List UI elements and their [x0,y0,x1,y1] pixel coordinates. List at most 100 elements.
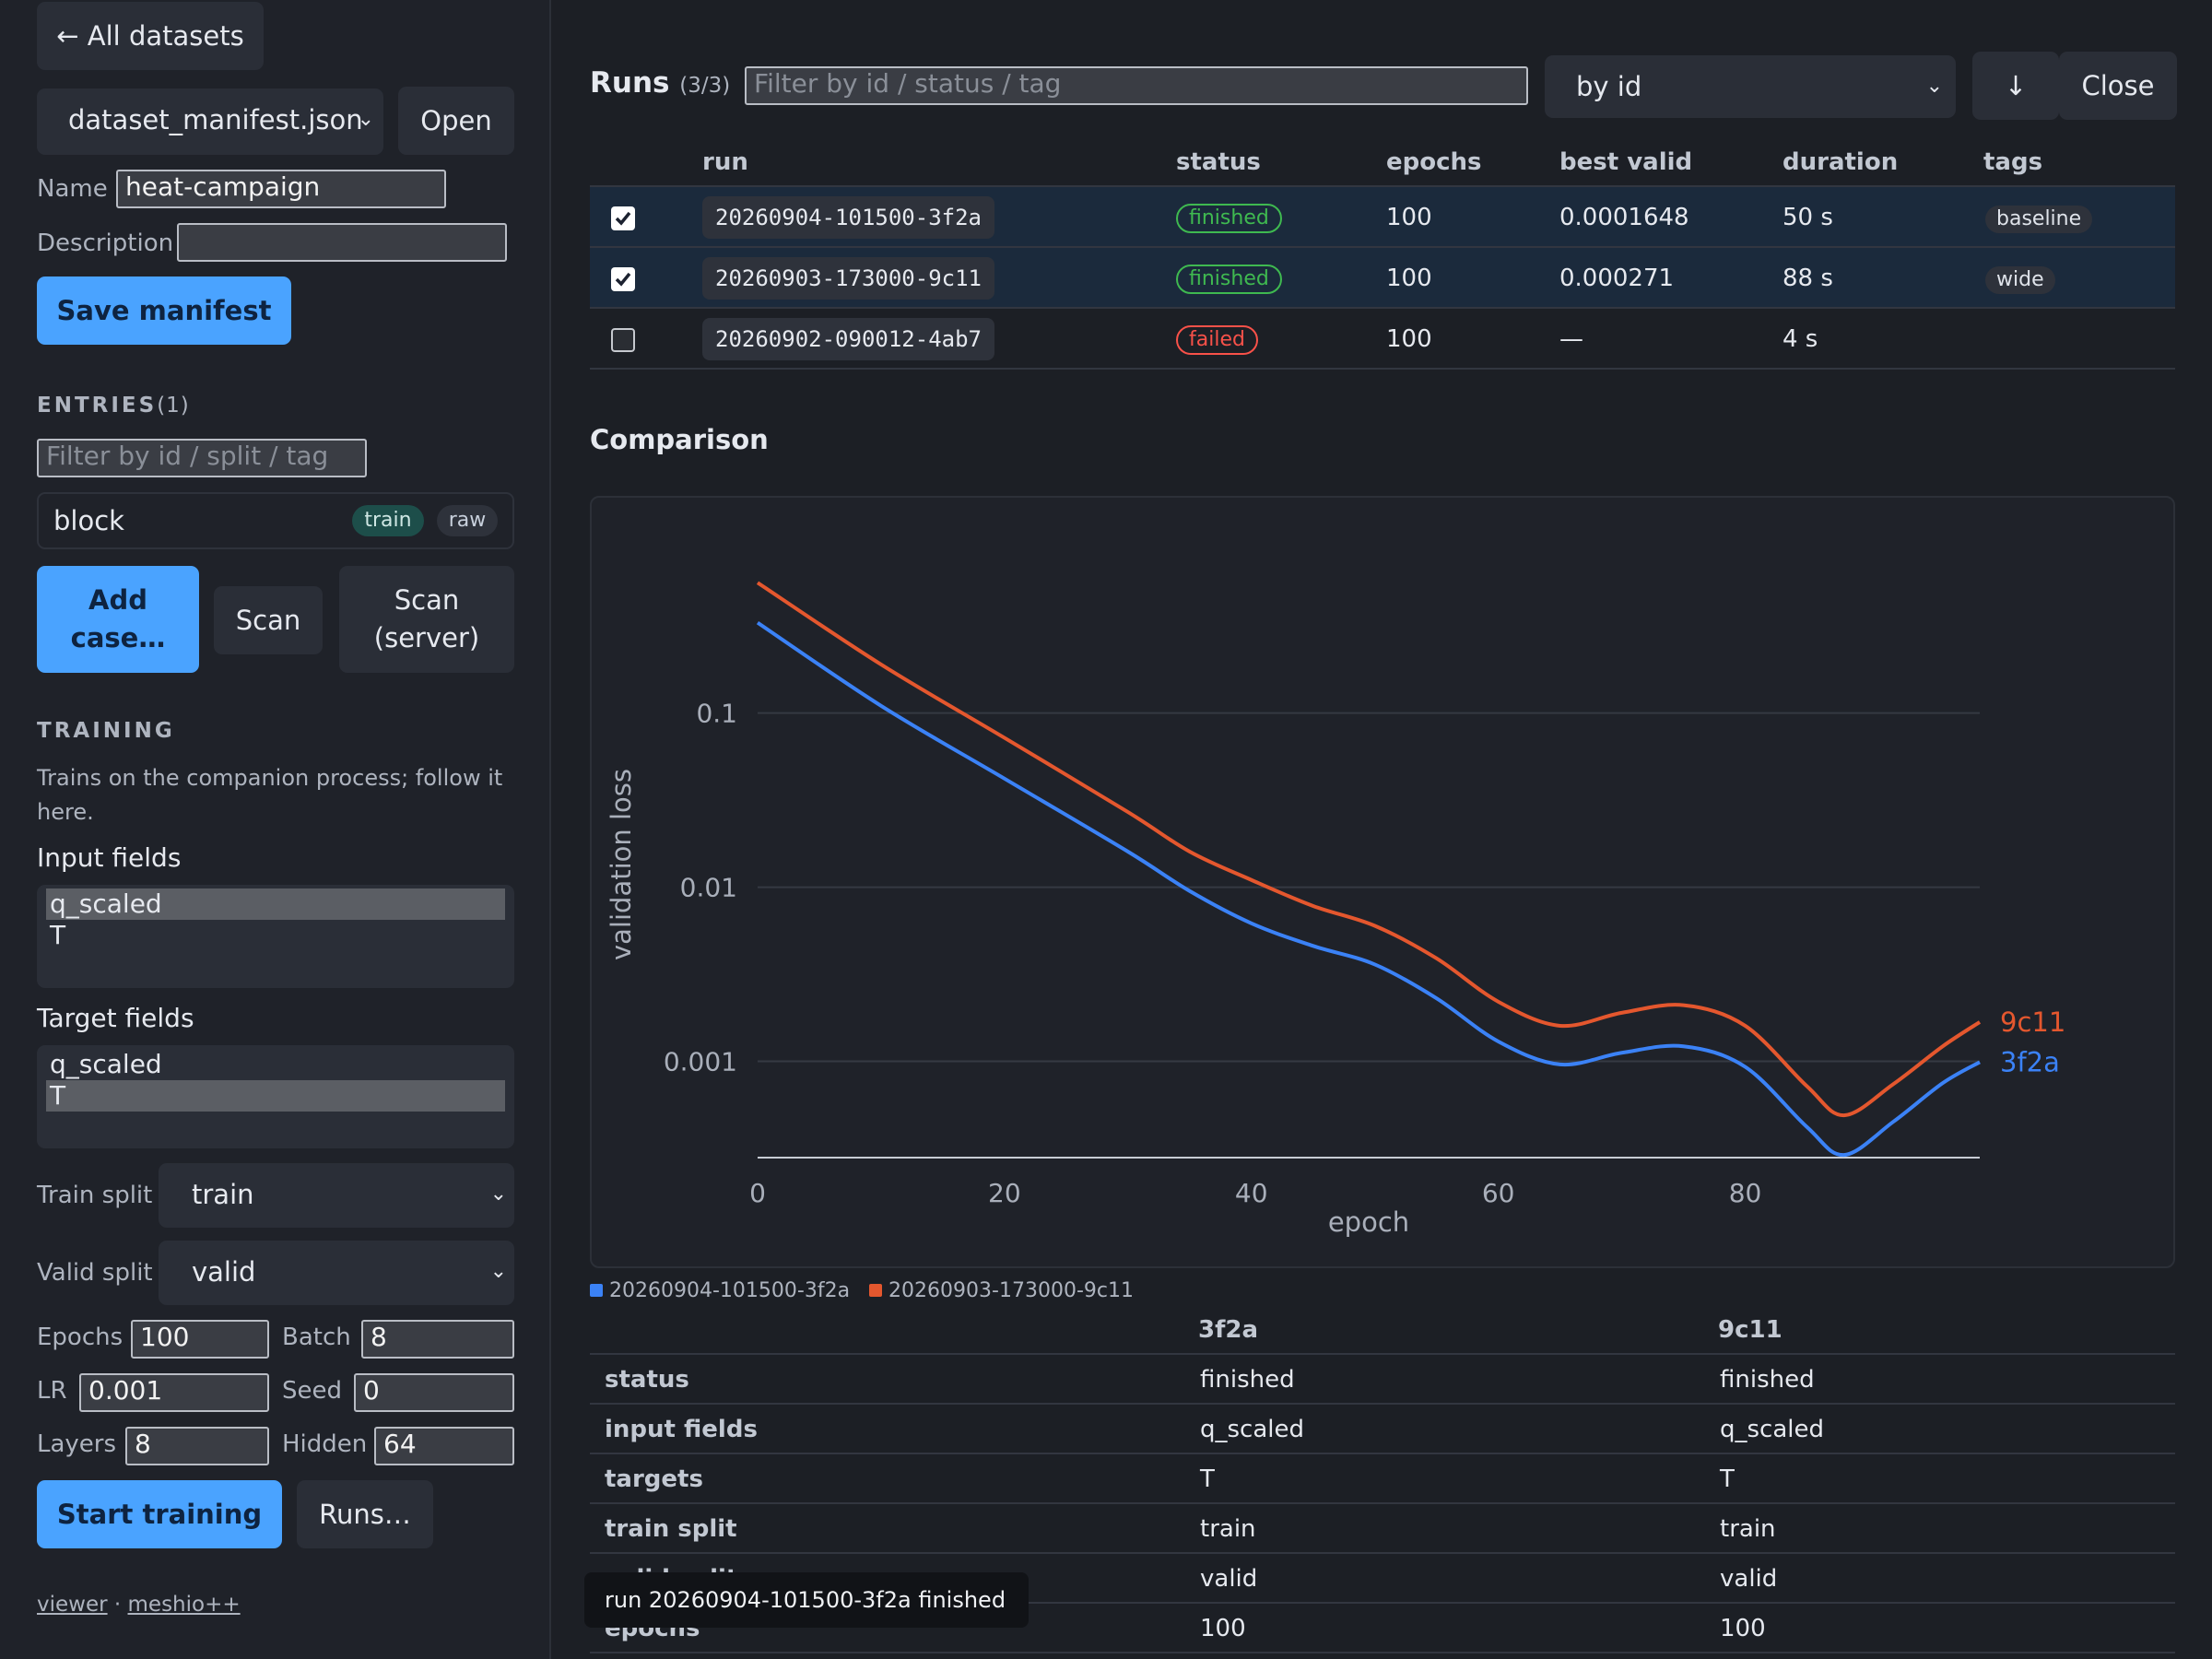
table-row[interactable]: 20260903-173000-9c11 finished 100 0.0002… [590,248,2175,309]
target-field-option[interactable]: T [46,1080,505,1112]
y-tick-label: 0.001 [664,1047,737,1077]
chevron-down-icon: ⌄ [357,108,374,131]
input-field-option[interactable]: T [50,920,66,950]
comparison-value-b: 100 [1720,1615,1766,1642]
valid-split-label: Valid split [37,1259,153,1287]
entries-count: (1) [157,394,190,418]
viewer-link[interactable]: viewer [37,1593,108,1617]
status-badge: finished [1176,265,1282,294]
y-tick-label: 0.1 [696,699,737,729]
target-field-option[interactable]: q_scaled [50,1049,162,1079]
comparison-row: input fields q_scaled q_scaled [590,1405,2175,1454]
run-duration: 88 s [1783,265,1833,292]
run-epochs: 100 [1386,325,1432,353]
run-checkbox[interactable] [611,328,635,352]
series-line [756,581,1982,1118]
series-line [756,620,1981,1158]
legend-item: 20260904-101500-3f2a [609,1279,851,1302]
start-training-button[interactable]: Start training [37,1480,282,1548]
table-row[interactable]: 20260904-101500-3f2a finished 100 0.0001… [590,187,2175,248]
series-label: 9c11 [2000,1006,2065,1038]
hidden-label: Hidden [282,1430,368,1458]
check-icon [615,272,631,287]
scan-server-button[interactable]: Scan (server) [339,566,514,673]
add-case-button[interactable]: Add case… [37,566,199,673]
comparison-value-a: valid [1200,1565,1258,1593]
entry-item[interactable]: block train raw [37,492,514,549]
all-datasets-button[interactable]: ← All datasets [37,2,264,70]
train-split-label: Train split [37,1182,153,1209]
run-id: 20260903-173000-9c11 [702,257,994,300]
lr-input[interactable]: 0.001 [79,1373,269,1412]
hidden-input[interactable]: 64 [374,1427,514,1465]
close-button[interactable]: Close [2059,52,2177,120]
entry-name: block [53,505,124,536]
run-best-valid: 0.0001648 [1559,204,1689,231]
meshio-link[interactable]: meshio++ [127,1593,241,1617]
train-split-select[interactable]: train ⌄ [159,1163,514,1228]
table-row[interactable]: 20260902-090012-4ab7 failed 100 — 4 s [590,309,2175,370]
legend-swatch-orange [869,1284,883,1297]
batch-label: Batch [282,1324,351,1351]
comparison-value-a: train [1200,1515,1256,1543]
input-fields-label: Input fields [37,842,182,873]
manifest-select-value: dataset_manifest.json [68,104,363,135]
manifest-select[interactable]: dataset_manifest.json ⌄ [37,88,383,155]
x-axis-label: epoch [1328,1206,1409,1238]
runs-button[interactable]: Runs… [297,1480,433,1548]
seed-label: Seed [282,1377,342,1405]
valid-split-select[interactable]: valid ⌄ [159,1241,514,1305]
y-tick-label: 0.01 [680,873,737,903]
run-checkbox[interactable] [611,267,635,291]
runs-filter-input[interactable]: Filter by id / status / tag [745,66,1528,105]
status-badge: finished [1176,204,1282,233]
description-input[interactable] [177,223,507,262]
y-axis-label: validation loss [606,769,637,960]
training-note: Trains on the companion process; follow … [37,765,503,825]
input-fields-listbox[interactable]: q_scaled T [37,885,514,988]
comparison-key: status [605,1366,689,1394]
batch-input[interactable]: 8 [361,1320,514,1359]
status-badge: failed [1176,325,1258,355]
entry-tag-train: train [352,505,424,536]
table-header-divider [590,185,2175,187]
target-fields-listbox[interactable]: q_scaled T [37,1045,514,1148]
input-field-option[interactable]: q_scaled [46,888,505,920]
epochs-label: Epochs [37,1324,124,1351]
name-input[interactable]: heat-campaign [116,170,446,208]
description-label: Description [37,229,174,257]
entries-filter-input[interactable]: Filter by id / split / tag [37,439,367,477]
run-checkbox[interactable] [611,206,635,230]
open-button[interactable]: Open [398,87,514,155]
footer-separator: · [113,1593,122,1617]
save-manifest-button[interactable]: Save manifest [37,276,291,345]
lr-label: LR [37,1377,67,1405]
chart-grid [758,712,1980,1159]
run-tag: baseline [1985,206,2093,233]
layers-input[interactable]: 8 [125,1427,269,1465]
epochs-input[interactable]: 100 [131,1320,269,1359]
run-epochs: 100 [1386,204,1432,231]
entry-tag-raw: raw [437,505,498,536]
seed-input[interactable]: 0 [354,1373,514,1412]
footer-links: viewer · meshio++ [37,1593,241,1617]
comparison-value-b: T [1720,1465,1735,1493]
comparison-row: targets T T [590,1454,2175,1504]
layers-label: Layers [37,1430,117,1458]
runs-sort-value: by id [1576,71,1642,102]
legend-item: 20260903-173000-9c11 [888,1279,1134,1302]
comparison-row: train split train train [590,1504,2175,1554]
sort-direction-button[interactable]: ↓ [1972,52,2059,120]
comparison-value-b: q_scaled [1720,1416,1825,1443]
name-label: Name [37,175,108,203]
check-icon [615,211,631,226]
sidebar: ← All datasets dataset_manifest.json ⌄ O… [0,0,551,1659]
runs-sort-select[interactable]: by id ⌄ [1545,55,1956,118]
compare-col-b: 9c11 [1718,1316,1783,1344]
series-label: 3f2a [2000,1046,2060,1077]
scan-button[interactable]: Scan [214,586,323,654]
chart-legend: 20260904-101500-3f2a 20260903-173000-9c1… [590,1279,1134,1302]
comparison-value-b: finished [1720,1366,1815,1394]
col-best-valid: best valid [1559,148,1693,176]
y-ticks: 0.1 0.01 0.001 [664,699,737,1077]
